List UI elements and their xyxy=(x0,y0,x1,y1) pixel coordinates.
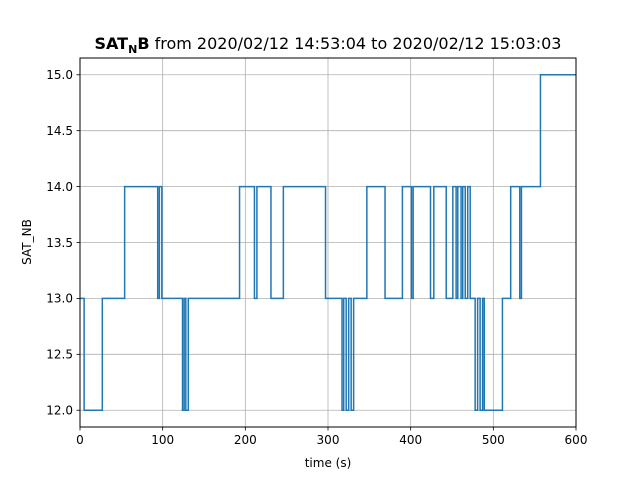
title-rest: from 2020/02/12 14:53:04 to 2020/02/12 1… xyxy=(150,34,562,53)
y-tick-label: 14.5 xyxy=(46,124,73,138)
x-tick-label: 600 xyxy=(565,433,588,447)
series-line xyxy=(80,74,576,411)
x-tick-label: 500 xyxy=(482,433,505,447)
title-bold-sub: N xyxy=(128,43,137,56)
y-axis-label: SAT_NB xyxy=(20,219,34,265)
y-axis-ticks: 12.0 12.5 13.0 13.5 14.0 14.5 15.0 xyxy=(46,68,80,418)
y-tick-label: 12.5 xyxy=(46,348,73,362)
x-tick-label: 200 xyxy=(234,433,257,447)
y-tick-label: 15.0 xyxy=(46,68,73,82)
title-bold-tail: B xyxy=(137,34,149,53)
x-tick-label: 0 xyxy=(76,433,84,447)
y-tick-label: 13.5 xyxy=(46,236,73,250)
y-tick-label: 13.0 xyxy=(46,292,73,306)
chart-title: SATNB from 2020/02/12 14:53:04 to 2020/0… xyxy=(95,34,562,56)
x-tick-label: 400 xyxy=(399,433,422,447)
title-bold-main: SAT xyxy=(95,34,129,53)
y-tick-label: 14.0 xyxy=(46,180,73,194)
x-axis-label: time (s) xyxy=(305,456,352,470)
y-tick-label: 12.0 xyxy=(46,404,73,418)
x-tick-label: 100 xyxy=(151,433,174,447)
grid-lines xyxy=(79,58,577,427)
x-tick-label: 300 xyxy=(317,433,340,447)
x-axis-ticks: 0 100 200 300 400 500 600 xyxy=(76,427,587,447)
